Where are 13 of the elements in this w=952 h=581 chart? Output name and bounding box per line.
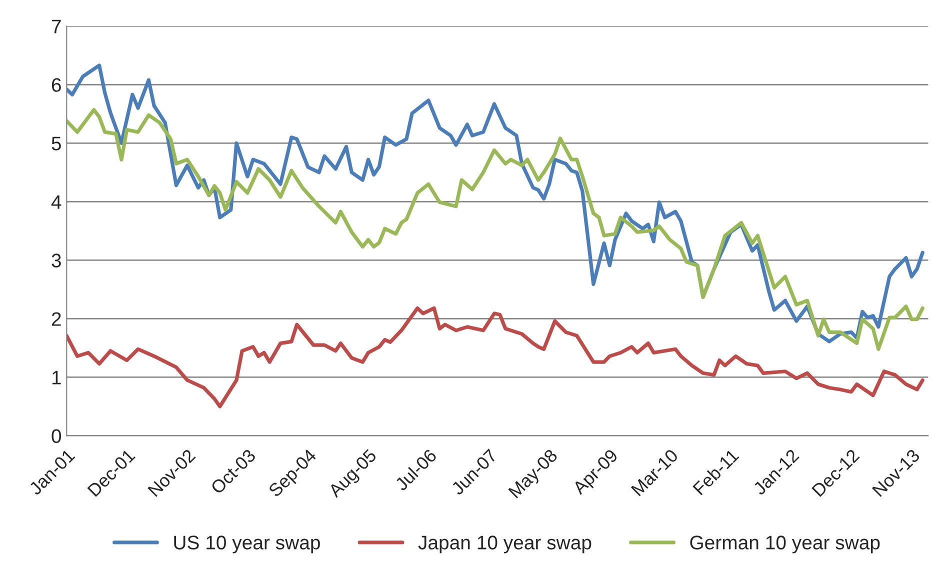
legend-label: German 10 year swap [690,536,880,554]
y-tick-label: 3 [52,254,61,268]
legend-label: Japan 10 year swap [418,536,592,554]
legend-label: US 10 year swap [174,536,320,554]
line-series [66,108,924,351]
y-tick-label: 0 [52,429,62,443]
y-tick-label: 7 [52,20,61,34]
y-tick-label: 1 [52,370,61,384]
y-tick-label: 2 [52,312,61,326]
y-tick-label: 5 [52,136,61,150]
y-tick-label: 4 [51,195,62,209]
y-tick-label: 6 [52,78,61,92]
line-series [66,306,924,408]
